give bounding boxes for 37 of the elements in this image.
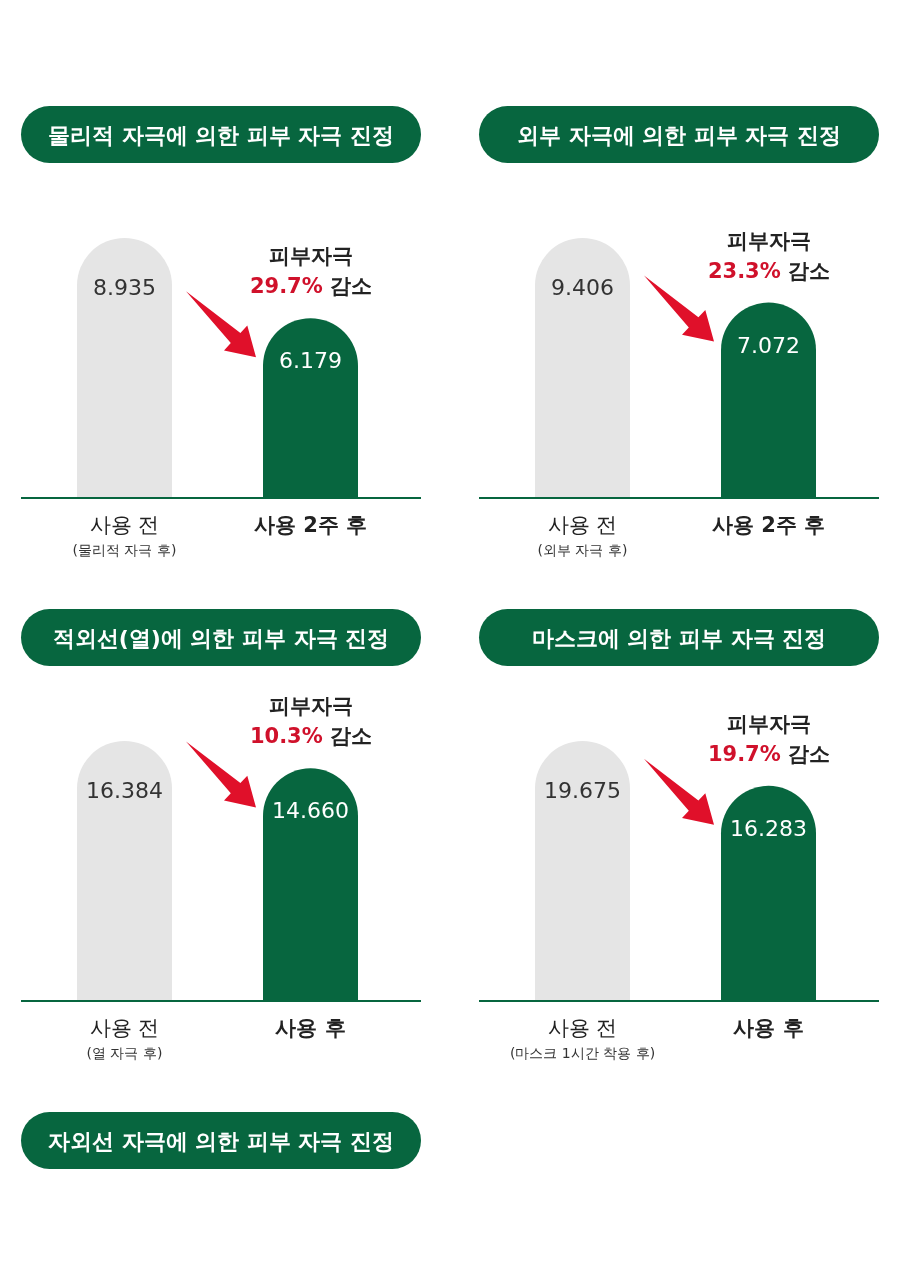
data-label: 16.384	[86, 778, 163, 803]
x-tick-label: 사용 전	[89, 1016, 160, 1040]
data-label: 19.675	[544, 778, 621, 803]
data-label: 7.072	[737, 332, 800, 358]
annotation: 19.7%	[707, 741, 781, 766]
annotation: 감소	[322, 724, 373, 749]
data-label: 14.660	[272, 798, 349, 824]
text: 피부자극	[269, 694, 353, 719]
chart-title: 외부 자극에 의한 피부 자극 진정	[516, 123, 842, 148]
annotation: 피부자극	[727, 228, 811, 253]
chart-title: 물리적 자극에 의한 피부 자극 진정	[47, 123, 395, 148]
x-tick-label: 사용 전	[89, 513, 160, 537]
x-tick-label: 사용 후	[733, 1016, 804, 1040]
annotation: 피부자극	[269, 244, 353, 269]
annotation: 29.7%	[249, 274, 323, 299]
text: (열 자극 후)	[86, 1045, 163, 1061]
annotation: 감소	[780, 741, 831, 766]
data-label: 9.406	[551, 275, 614, 300]
text: 피부자극	[727, 711, 811, 736]
annotation: 23.3%	[707, 258, 781, 283]
text: (마스크 1시간 착용 후)	[509, 1045, 656, 1061]
annotation: 감소	[322, 274, 373, 299]
x-tick-label: 사용 2주 후	[253, 513, 368, 537]
x-tick-label: 사용 전	[547, 1016, 618, 1040]
x-tick-label: 사용 2주 후	[711, 513, 826, 537]
text: (물리적 자극 후)	[72, 542, 177, 558]
text: 자외선 자극에 의한 피부 자극 진정	[47, 1129, 395, 1154]
text: (외부 자극 후)	[537, 542, 628, 558]
annotation: 감소	[780, 258, 831, 283]
chart-title: 적외선(열)에 의한 피부 자극 진정	[52, 626, 390, 651]
chart-title: 마스크에 의한 피부 자극 진정	[531, 626, 827, 651]
annotation: 10.3%	[249, 724, 323, 749]
x-tick-label: 사용 후	[275, 1016, 346, 1040]
x-tick-label: 사용 전	[547, 513, 618, 537]
data-label: 8.935	[93, 275, 156, 300]
data-label: 16.283	[730, 815, 807, 841]
data-label: 6.179	[279, 348, 342, 374]
